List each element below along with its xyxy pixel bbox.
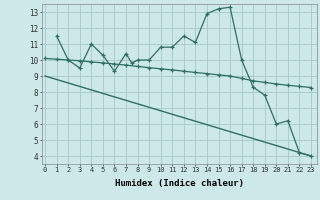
X-axis label: Humidex (Indice chaleur): Humidex (Indice chaleur): [115, 179, 244, 188]
